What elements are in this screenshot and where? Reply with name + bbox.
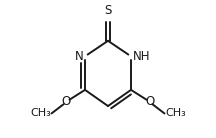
Text: S: S: [104, 4, 112, 17]
Text: N: N: [75, 50, 83, 63]
Text: NH: NH: [133, 50, 150, 63]
Text: O: O: [62, 95, 71, 108]
Text: O: O: [145, 95, 154, 108]
Text: CH₃: CH₃: [30, 108, 51, 119]
Text: CH₃: CH₃: [165, 108, 186, 119]
